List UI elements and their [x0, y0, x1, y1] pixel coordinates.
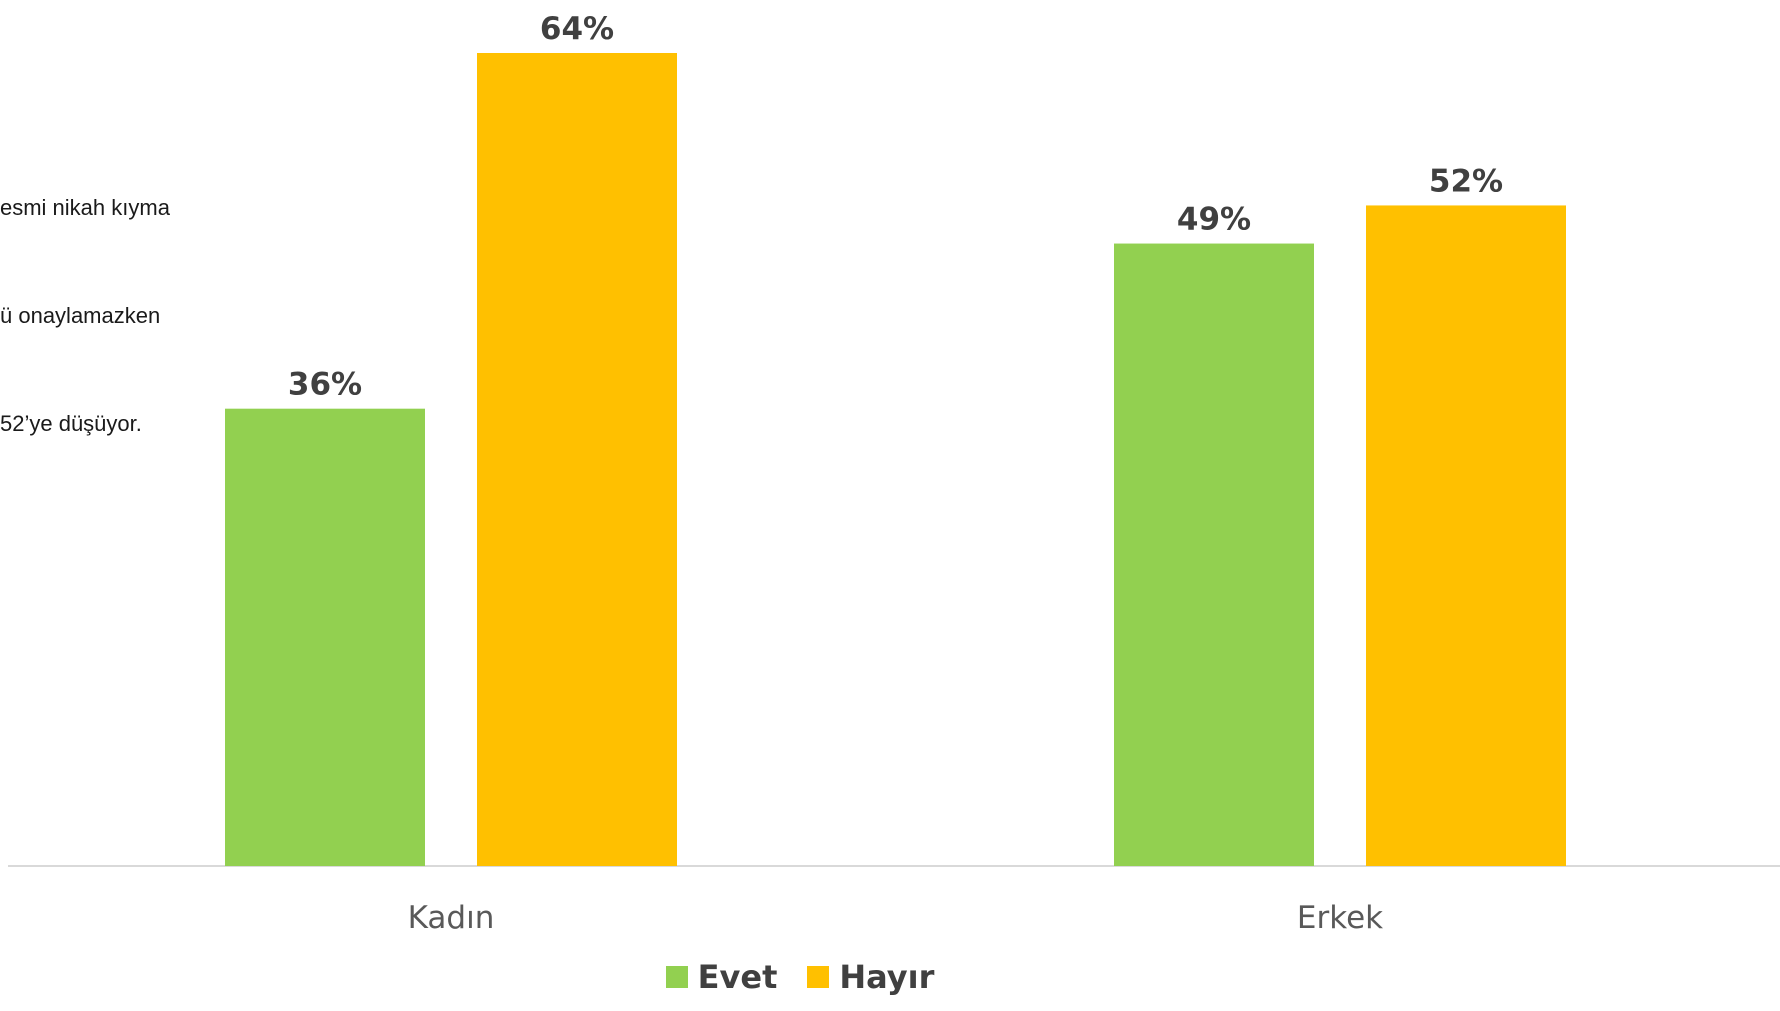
- annotation-line-1: esmi nikah kıyma: [0, 195, 170, 220]
- value-label-0-0: 36%: [288, 367, 362, 403]
- bar-hayr-0: [477, 53, 677, 866]
- bar-evet-1: [1114, 243, 1314, 866]
- legend-label-evet: Evet: [697, 958, 778, 996]
- value-label-0-1: 49%: [1177, 202, 1251, 238]
- legend: Evet Hayır: [0, 958, 1600, 996]
- value-label-1-1: 52%: [1429, 163, 1503, 199]
- category-label-1: Erkek: [1297, 900, 1383, 936]
- value-label-1-0: 64%: [540, 11, 614, 47]
- legend-label-hayir: Hayır: [839, 958, 935, 996]
- legend-item-hayir: Hayır: [807, 958, 934, 996]
- bar-hayr-1: [1366, 205, 1566, 866]
- category-label-0: Kadın: [408, 900, 495, 936]
- legend-swatch-evet: [665, 966, 688, 988]
- annotation-text: esmi nikah kıyma ü onaylamazken 52’ye dü…: [0, 118, 240, 478]
- annotation-line-3: 52’ye düşüyor.: [0, 411, 142, 436]
- legend-swatch-hayir: [807, 966, 830, 988]
- annotation-line-2: ü onaylamazken: [0, 303, 161, 328]
- legend-item-evet: Evet: [665, 958, 778, 996]
- bar-evet-0: [225, 408, 425, 866]
